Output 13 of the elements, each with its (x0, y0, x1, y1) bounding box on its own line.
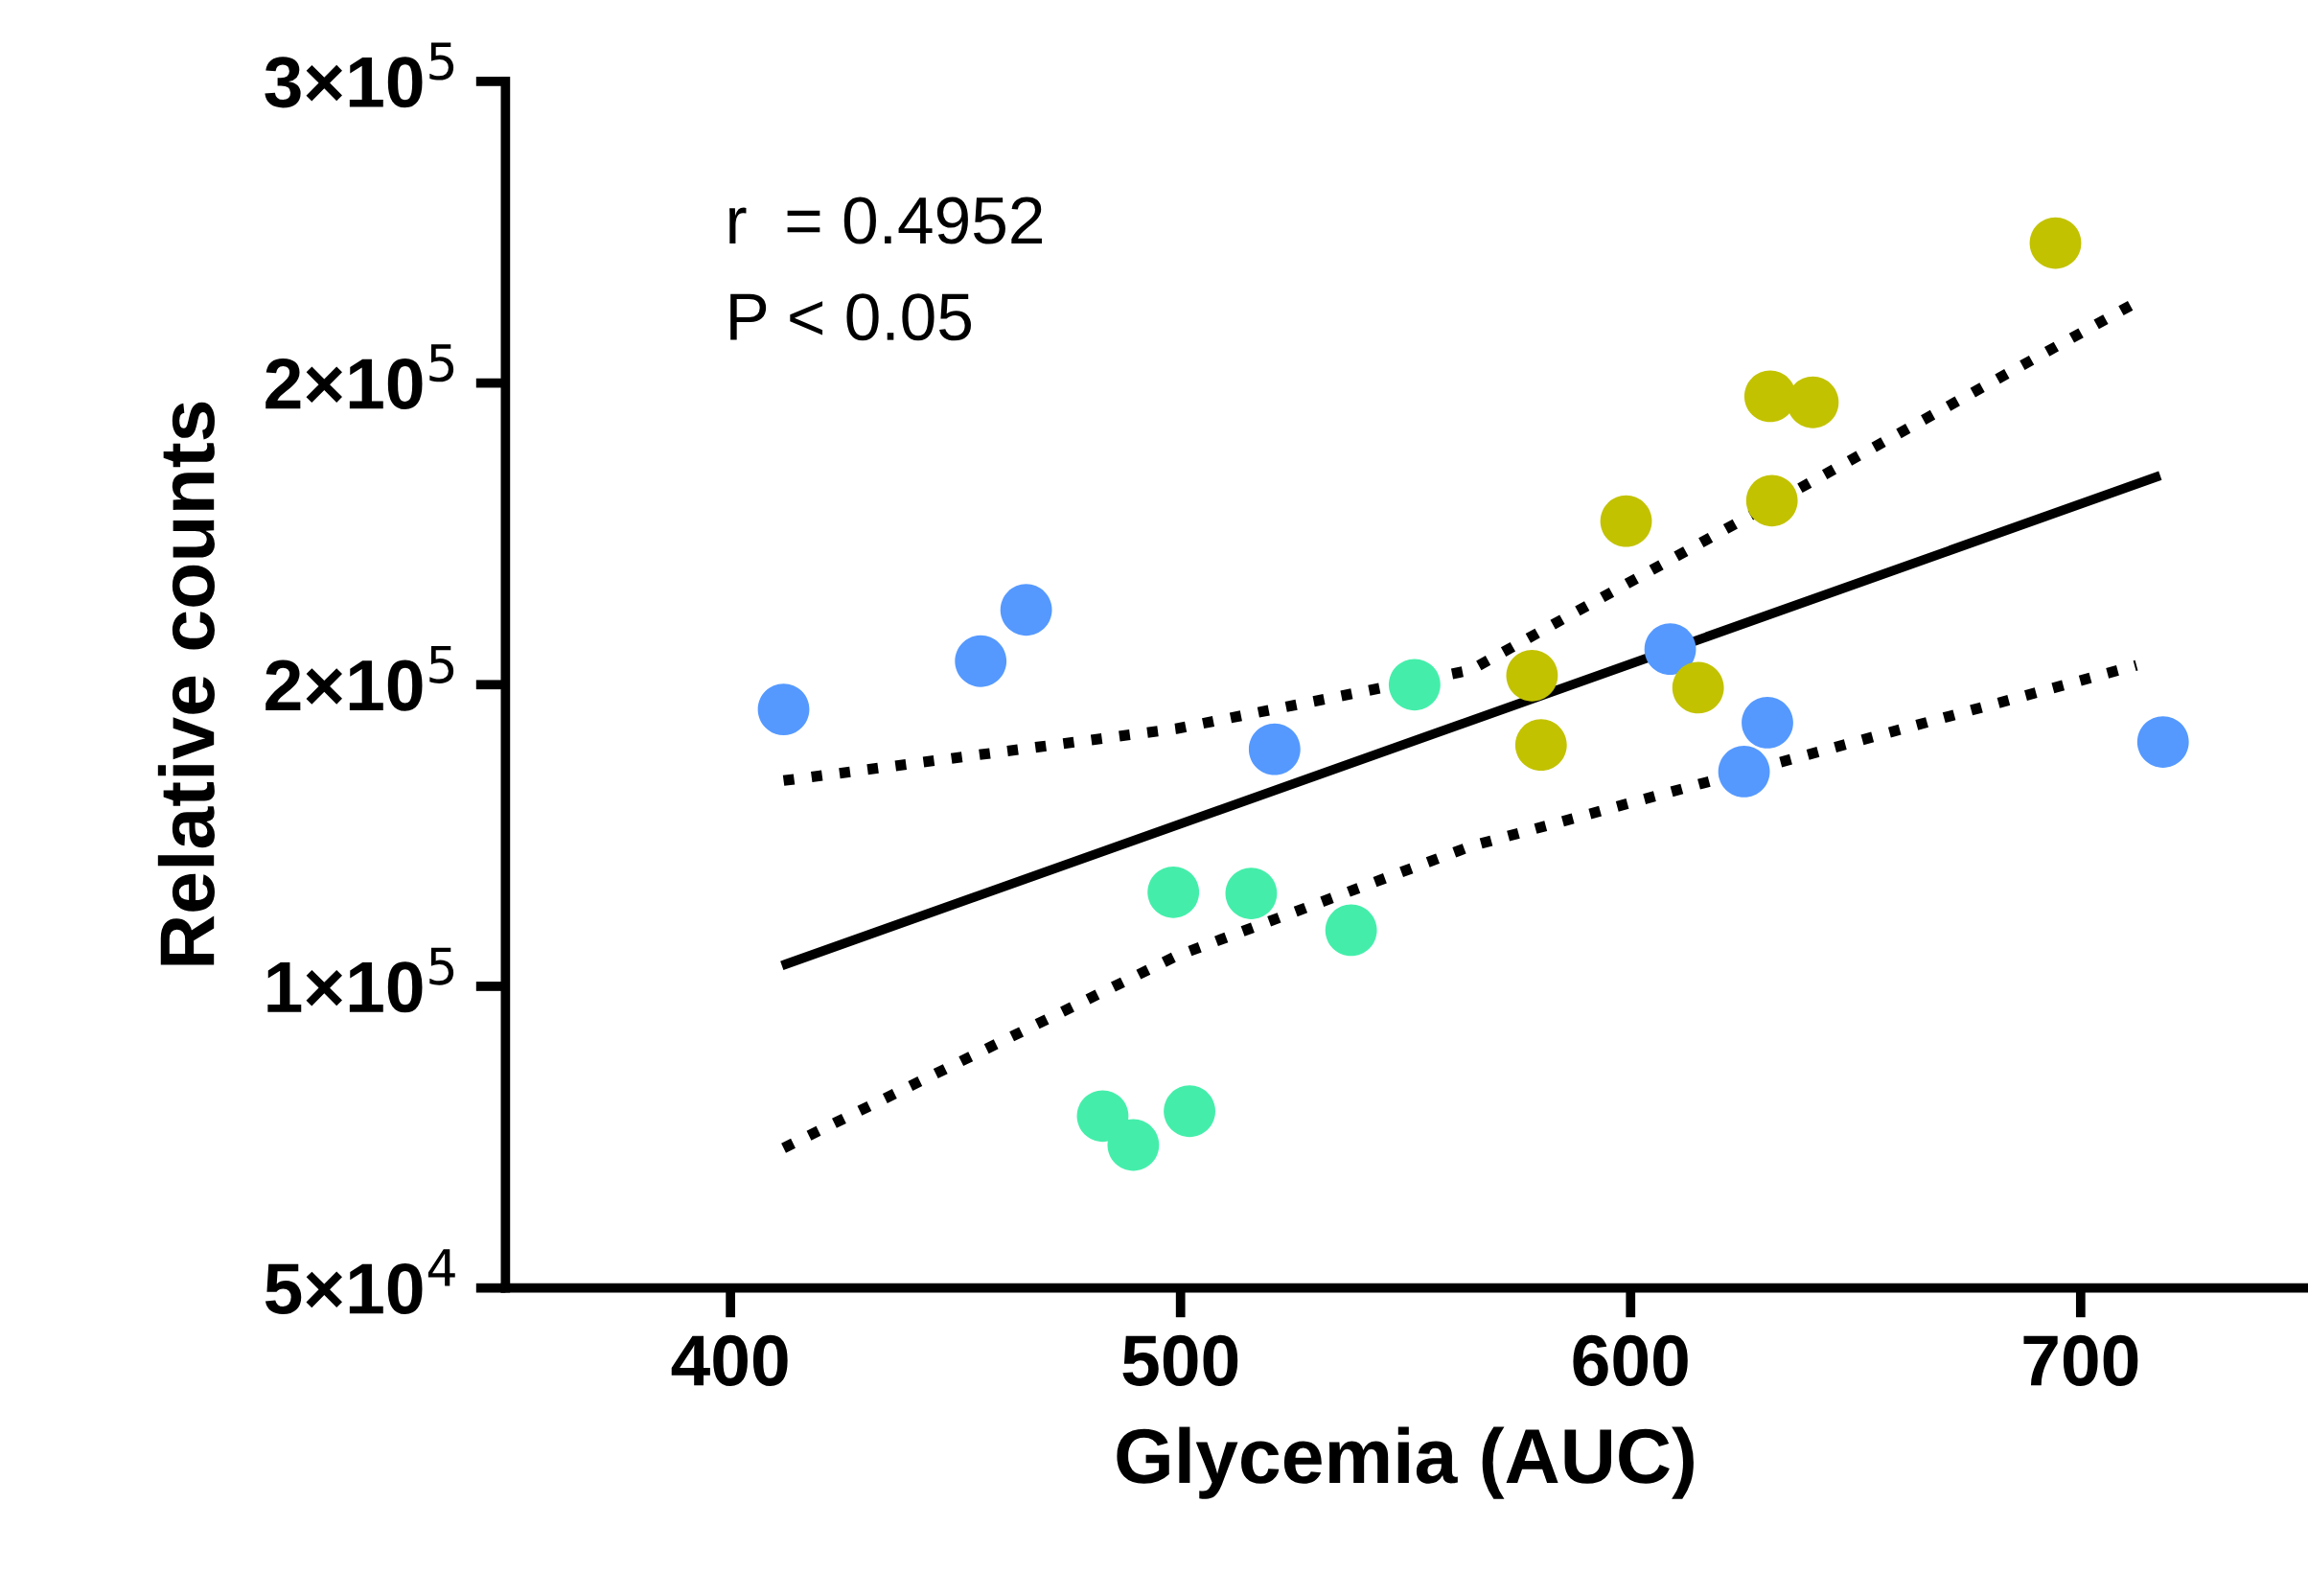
y-tick-label: 5×10$^{4}$ (265, 1249, 455, 1315)
x-tick-label: 500 (1122, 1334, 1238, 1386)
y-tick-label: 3×10$^{5}$ (265, 42, 454, 108)
x-tick-label: 700 (2023, 1334, 2138, 1386)
y-axis-title: Relative counts (157, 402, 215, 965)
annotation: P < 0.05 (730, 293, 971, 341)
y-tick-label: 1×10$^{5}$ (267, 947, 454, 1013)
x-axis-title: Glycemia (AUC) (1117, 1426, 1694, 1499)
y-tick-label: 2×10$^{5}$ (265, 645, 454, 711)
annotation: r = 0.4952 (729, 197, 1042, 244)
y-tick-label: 2×10$^{5}$ (265, 344, 454, 409)
x-tick-label: 400 (671, 1334, 788, 1386)
x-tick-label: 600 (1573, 1334, 1688, 1386)
